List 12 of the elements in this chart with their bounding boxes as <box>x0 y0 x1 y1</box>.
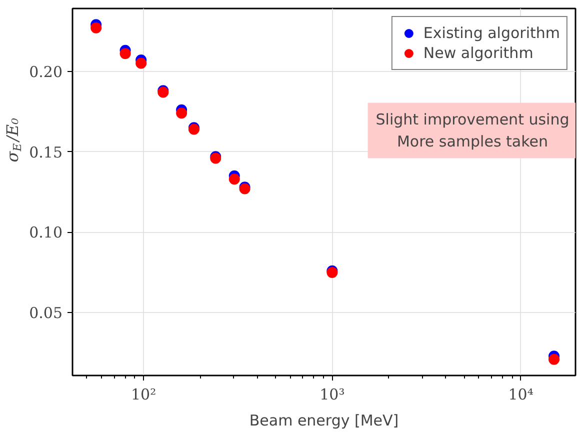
x-axis-title: Beam energy [MeV] <box>249 412 399 430</box>
legend-label: Existing algorithm <box>423 24 560 42</box>
y-tick-label: 0.05 <box>29 304 63 322</box>
x-tick-label: 10² <box>131 386 156 404</box>
y-tick-label: 0.10 <box>29 224 63 242</box>
x-tick-label: 10⁴ <box>508 386 534 404</box>
x-tick-label: 10³ <box>320 386 345 404</box>
y-axis-title: σE/E₀ <box>3 117 24 162</box>
annotation: Slight improvement using More samples taken <box>376 110 570 150</box>
y-tick-label: 0.15 <box>29 143 63 162</box>
legend-label: New algorithm <box>423 44 534 62</box>
y-tick-label: 0.20 <box>29 62 63 81</box>
